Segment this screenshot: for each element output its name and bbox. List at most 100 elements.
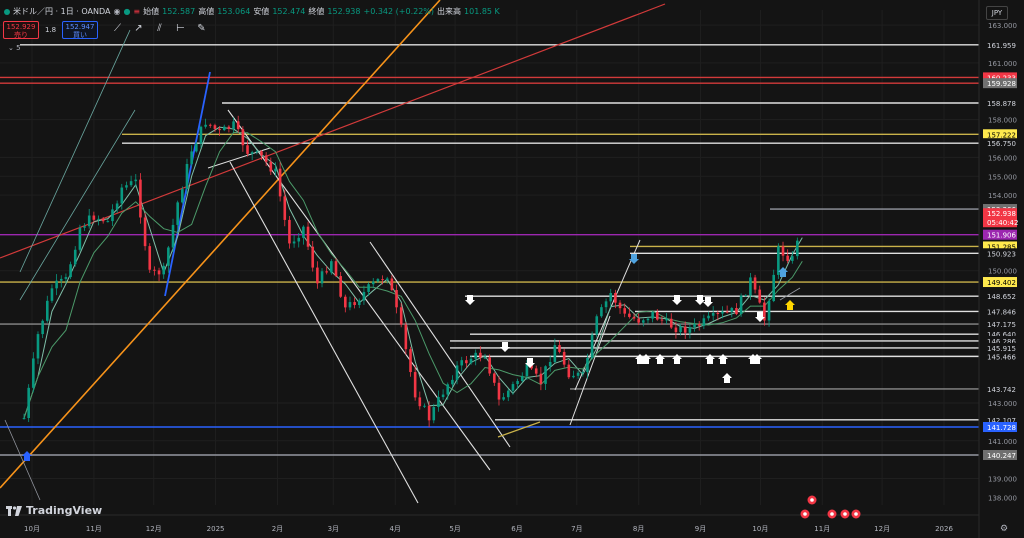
price-tag-label: 157.222 <box>987 131 1016 139</box>
price-tag-box <box>983 248 1017 259</box>
candle-body <box>628 313 631 317</box>
event-dot-icon <box>810 498 814 502</box>
buy-button[interactable]: 152.947 買い <box>62 21 98 39</box>
event-dot-icon <box>843 512 847 516</box>
price-tag-box <box>983 78 1017 89</box>
candle-body <box>441 394 445 398</box>
candle-body <box>772 274 776 302</box>
candle-body <box>777 246 780 275</box>
price-tick-label: 143.000 <box>988 400 1017 408</box>
price-tag-box <box>983 319 1017 330</box>
sell-price: 152.929 <box>6 23 36 31</box>
candle-body <box>674 327 678 333</box>
event-dot-icon <box>803 512 807 516</box>
currency-label[interactable]: JPY <box>986 6 1008 20</box>
ray-tool-icon[interactable]: ↗ <box>134 23 143 34</box>
candle-body <box>576 372 580 376</box>
time-tick-label: 9月 <box>695 525 706 533</box>
candle-body <box>725 311 729 313</box>
price-tag-box <box>983 129 1017 140</box>
candle-body <box>222 126 226 131</box>
candle-body <box>195 143 198 152</box>
candle-body <box>511 384 515 391</box>
arrow-down-icon <box>703 297 713 307</box>
candle-body <box>707 315 710 319</box>
price-tick-label: 150.000 <box>988 268 1017 276</box>
time-axis[interactable]: 10月 11月 12月 2025 2月 3月 4月 5月 6月 7月 8月 9月 10月 11月 12月 20… <box>0 514 979 533</box>
price-tick-label: 138.000 <box>988 494 1017 502</box>
price-tick-label: 156.000 <box>988 154 1017 162</box>
time-tick-label: 2月 <box>272 525 283 533</box>
price-tag-label: 151.906 <box>987 232 1016 240</box>
candle-body <box>520 376 524 381</box>
open-value: 152.587 <box>162 7 196 16</box>
candle-body <box>357 300 361 306</box>
candle-body <box>562 351 566 365</box>
arrow-up-icon <box>22 451 32 461</box>
time-tick-label: 2025 <box>207 525 225 533</box>
candle-body <box>758 289 762 303</box>
price-tag-box <box>983 351 1017 362</box>
brand-name: TradingView <box>26 504 103 517</box>
candle-body <box>609 292 613 302</box>
candle-body <box>362 291 366 301</box>
price-tag-box <box>983 422 1017 433</box>
arrow-down-icon <box>500 342 510 352</box>
close-value: 152.938 <box>327 7 361 16</box>
candle-body <box>139 179 142 218</box>
candle-body <box>618 302 622 309</box>
price-tag-label: 146.640 <box>987 331 1016 339</box>
channel-line <box>229 161 419 504</box>
time-tick-label: 12月 <box>874 525 890 533</box>
tradingview-mark-icon <box>6 505 22 516</box>
candle-body <box>581 372 585 374</box>
candle-body <box>669 318 673 328</box>
candle-body <box>432 407 436 421</box>
fan-line <box>4 419 41 501</box>
candle-body <box>427 405 431 421</box>
indicator-label[interactable]: ⌄ 5 <box>8 44 21 52</box>
candle-body <box>348 302 352 308</box>
symbol-title[interactable]: 米ドル／円 · 1日 · OANDA <box>13 7 111 16</box>
eye-icon[interactable]: ◉ <box>113 7 121 16</box>
candle-body <box>572 375 575 378</box>
price-axis[interactable]: 163.000 161.000 158.000 156.000 155.000 154.0… <box>978 0 1017 538</box>
price-tick-label: 141.000 <box>988 438 1017 446</box>
low-value: 152.474 <box>272 7 306 16</box>
price-tick-label: 161.000 <box>988 60 1017 68</box>
candle-body <box>325 271 328 273</box>
tradingview-logo[interactable]: TradingView <box>6 504 102 517</box>
price-tag-label: 149.402 <box>987 279 1016 287</box>
candle-body <box>786 255 789 261</box>
high-label: 高値 <box>198 7 215 16</box>
arrow-up-icon <box>778 267 788 277</box>
candle-body <box>134 179 138 182</box>
sell-button[interactable]: 152.929 売り <box>3 21 39 39</box>
price-tag-label: 147.175 <box>987 321 1016 329</box>
channel-tool-icon[interactable]: ⫽ <box>157 23 162 34</box>
candle-body <box>539 373 543 384</box>
horizontal-ray-tool-icon[interactable]: ⊢ <box>176 23 185 34</box>
time-tick-label: 12月 <box>146 525 162 533</box>
candle-body <box>479 352 482 358</box>
settings-lines-icon[interactable]: ≡ <box>133 7 141 16</box>
price-tag-box <box>983 39 1017 50</box>
drawing-toolbar: ⟋ ↗ ⫽ ⊢ ✎ <box>108 20 211 40</box>
candle-body <box>493 373 496 383</box>
gear-icon[interactable]: ⚙ <box>1000 524 1009 534</box>
event-icons[interactable] <box>800 495 861 519</box>
pen-tool-icon[interactable]: ✎ <box>197 23 206 34</box>
price-tag-label: 161.959 <box>987 42 1016 50</box>
candle-body <box>302 226 305 238</box>
collapse-icon[interactable]: ⌄ <box>8 44 14 52</box>
candle-body <box>702 318 706 326</box>
change-value: +0.342 (+0.22%) <box>363 7 435 16</box>
candle-body <box>190 151 193 164</box>
price-tag-box <box>983 306 1017 317</box>
candle-body <box>753 277 757 290</box>
price-tag-label: 145.915 <box>987 345 1016 353</box>
moving-average-line <box>23 131 803 419</box>
trend-line-tool-icon[interactable]: ⟋ <box>114 23 121 34</box>
candle-body <box>41 320 44 335</box>
